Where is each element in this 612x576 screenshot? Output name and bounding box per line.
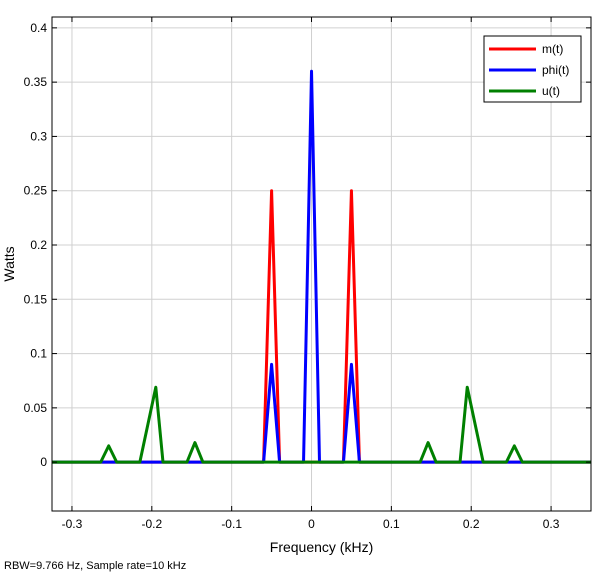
series-layer bbox=[52, 69, 591, 464]
y-tick-label: 0.25 bbox=[24, 184, 48, 198]
y-axis-label: Watts bbox=[1, 246, 17, 281]
series-line-ut bbox=[52, 385, 591, 464]
legend: m(t) phi(t) u(t) bbox=[483, 35, 582, 103]
legend-label-mt: m(t) bbox=[542, 42, 563, 56]
legend-label-phit: phi(t) bbox=[542, 63, 569, 77]
y-tick-label: 0 bbox=[40, 455, 47, 469]
x-tick-label: 0 bbox=[308, 517, 315, 531]
footer-caption: RBW=9.766 Hz, Sample rate=10 kHz bbox=[4, 560, 187, 572]
x-tick-label: -0.2 bbox=[141, 517, 162, 531]
x-tick-label: 0.2 bbox=[463, 517, 480, 531]
x-axis-label: Frequency (kHz) bbox=[270, 539, 373, 555]
x-tick-label: 0.3 bbox=[543, 517, 560, 531]
x-tick-label: -0.3 bbox=[62, 517, 83, 531]
y-tick-label: 0.1 bbox=[30, 347, 47, 361]
legend-label-ut: u(t) bbox=[542, 84, 560, 98]
x-tick-label: -0.1 bbox=[221, 517, 242, 531]
y-tick-label: 0.2 bbox=[30, 238, 47, 252]
series-line-phit bbox=[52, 69, 591, 464]
y-tick-label: 0.3 bbox=[30, 129, 47, 143]
y-tick-label: 0.05 bbox=[24, 401, 48, 415]
y-tick-label: 0.4 bbox=[30, 21, 47, 35]
plot-frame bbox=[51, 16, 592, 512]
y-tick-label: 0.15 bbox=[24, 292, 48, 306]
y-tick-label: 0.35 bbox=[24, 75, 48, 89]
x-tick-label: 0.1 bbox=[383, 517, 400, 531]
axis-ticks: -0.3 -0.2 -0.1 0 0.1 0.2 0.3 0 0.05 0.1 0.15 0.2 0.2… bbox=[24, 17, 591, 531]
